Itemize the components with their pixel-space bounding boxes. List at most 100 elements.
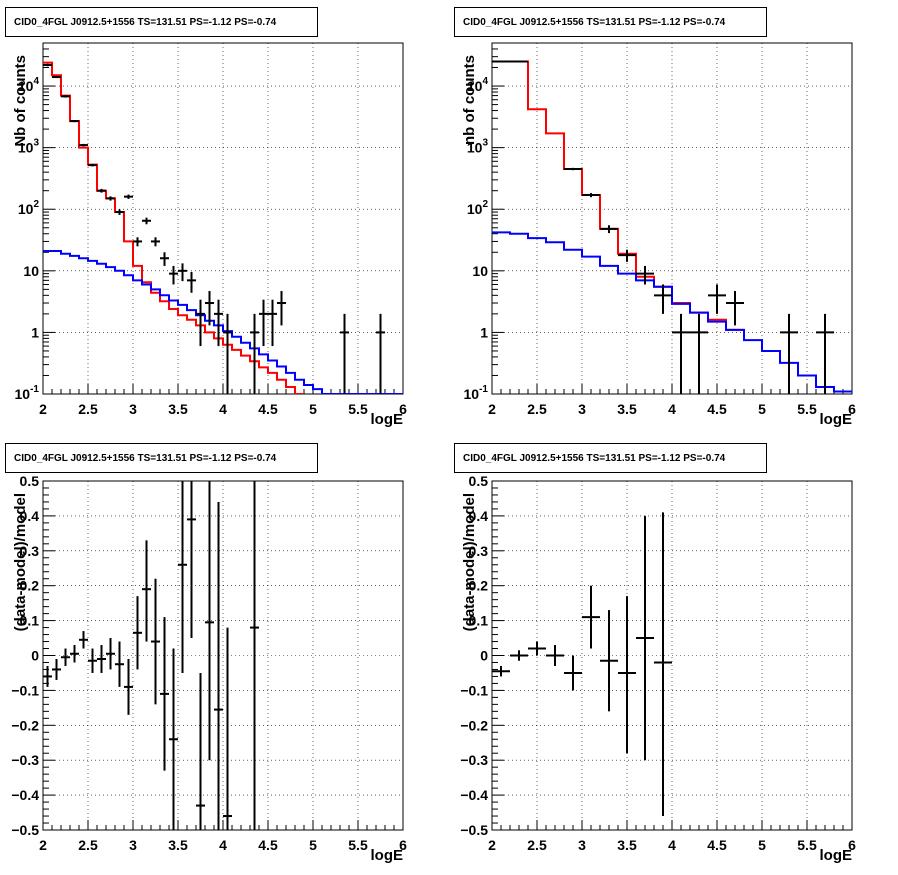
y-tick-label: −0.4: [460, 787, 488, 803]
data-point: [205, 291, 214, 326]
y-tick-label: −0.5: [11, 822, 39, 838]
data-point: [582, 585, 600, 649]
y-tick-label: 0: [31, 648, 39, 664]
data-point: [780, 313, 798, 394]
data-point: [268, 299, 277, 347]
y-tick-label: 102: [467, 199, 489, 217]
data-point: [600, 225, 618, 234]
data-point: [88, 163, 97, 167]
y-tick-label: 0: [480, 648, 488, 664]
data-point: [223, 627, 232, 830]
data-point: [654, 512, 672, 817]
x-tick-label: 2: [488, 837, 496, 853]
y-tick-label: −0.1: [460, 682, 488, 698]
data-point: [187, 271, 196, 293]
data-point: [151, 578, 160, 705]
data-layer: [492, 60, 852, 394]
x-axis-label: logE: [371, 847, 404, 864]
data-layer: [492, 512, 672, 817]
y-tick-label: 0.1: [469, 613, 489, 629]
y-tick-label: −0.5: [460, 822, 488, 838]
x-tick-label: 3: [578, 401, 586, 417]
data-layer: [43, 481, 259, 830]
data-point: [277, 291, 286, 326]
data-point: [618, 249, 636, 262]
x-tick-label: 2: [39, 401, 47, 417]
title-box: [454, 7, 767, 37]
data-point: [169, 265, 178, 285]
data-point: [582, 193, 600, 198]
y-tick-label: −0.3: [11, 752, 39, 768]
data-point: [142, 217, 151, 225]
data-point: [259, 299, 268, 347]
data-point: [70, 120, 79, 123]
y-axis-label: (data-model)/model: [461, 493, 478, 631]
y-tick-label: 1: [480, 324, 488, 340]
title-box: [5, 443, 318, 473]
data-point: [250, 481, 259, 830]
data-point: [510, 650, 528, 661]
data-point: [636, 515, 654, 761]
data-point: [214, 299, 223, 347]
data-point: [205, 481, 214, 761]
data-point: [52, 76, 61, 79]
data-point: [43, 63, 52, 67]
y-tick-label: 10: [23, 263, 39, 279]
x-tick-label: 2.5: [78, 401, 98, 417]
data-point: [816, 313, 834, 394]
model-background-line: [43, 250, 403, 394]
x-tick-label: 3: [129, 837, 137, 853]
data-point: [376, 313, 385, 394]
data-point: [178, 481, 187, 673]
y-axis: [492, 42, 504, 395]
data-point: [97, 645, 106, 673]
y-tick-label: −0.2: [460, 717, 488, 733]
chart-panel-4: CID0_4FGL J0912.5+1556 TS=131.51 PS=-1.1…: [454, 443, 856, 864]
data-point: [61, 648, 70, 666]
x-tick-label: 3: [129, 401, 137, 417]
y-axis: [43, 480, 55, 831]
x-tick-label: 5: [758, 401, 766, 417]
title-box: [5, 7, 318, 37]
x-tick-label: 4: [668, 401, 676, 417]
data-point: [43, 665, 52, 687]
y-tick-label: 0.1: [20, 613, 40, 629]
x-tick-label: 4.5: [707, 837, 727, 853]
data-point: [690, 313, 708, 394]
y-tick-label: 0.5: [20, 473, 40, 489]
data-point: [564, 167, 582, 171]
x-tick-label: 4.5: [258, 837, 278, 853]
y-tick-label: 0.4: [20, 508, 40, 524]
x-tick-label: 2: [39, 837, 47, 853]
chart-title: CID0_4FGL J0912.5+1556 TS=131.51 PS=-1.1…: [463, 17, 726, 28]
data-point: [142, 540, 151, 642]
x-tick-label: 3.5: [617, 401, 637, 417]
x-tick-label: 6: [399, 401, 407, 417]
data-point: [196, 299, 205, 347]
data-point: [124, 194, 133, 199]
y-axis: [492, 480, 504, 831]
data-point: [133, 596, 142, 670]
data-point: [196, 672, 205, 830]
data-point: [106, 196, 115, 201]
x-tick-label: 2.5: [527, 401, 547, 417]
chart-panel-3: CID0_4FGL J0912.5+1556 TS=131.51 PS=-1.1…: [5, 443, 407, 864]
y-tick-label: 0.4: [469, 508, 489, 524]
x-tick-label: 4: [668, 837, 676, 853]
data-layer: [43, 61, 403, 394]
data-point: [160, 252, 169, 266]
data-point: [672, 313, 690, 394]
data-point: [726, 291, 744, 326]
x-tick-label: 5: [309, 837, 317, 853]
x-tick-label: 5.5: [797, 837, 817, 853]
y-axis-label: Nb of counts: [12, 55, 29, 147]
x-axis-label: logE: [371, 411, 404, 428]
model-total-line: [43, 61, 304, 394]
y-axis: [43, 42, 55, 395]
data-point: [70, 645, 79, 663]
x-tick-label: 5.5: [348, 837, 368, 853]
y-tick-label: 0.3: [20, 543, 40, 559]
x-tick-label: 2.5: [527, 837, 547, 853]
x-tick-label: 3.5: [617, 837, 637, 853]
data-point: [340, 313, 349, 394]
